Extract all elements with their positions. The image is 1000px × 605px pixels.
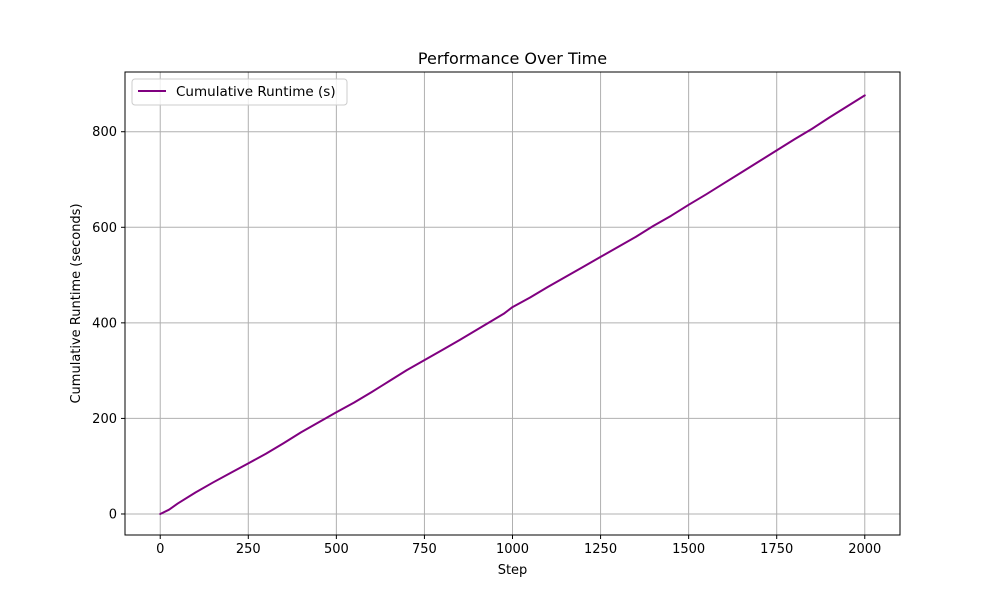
x-tick-label: 1000 bbox=[496, 542, 529, 557]
x-tick-label: 250 bbox=[236, 542, 261, 557]
y-tick-label: 0 bbox=[109, 507, 117, 522]
x-axis-label: Step bbox=[498, 563, 528, 578]
legend: Cumulative Runtime (s) bbox=[131, 78, 348, 106]
x-tick-label: 750 bbox=[412, 542, 437, 557]
legend-label: Cumulative Runtime (s) bbox=[176, 84, 336, 100]
x-tick-label: 1500 bbox=[672, 542, 705, 557]
y-tick-label: 800 bbox=[92, 125, 117, 140]
y-tick-label: 400 bbox=[92, 316, 117, 331]
x-tick-label: 500 bbox=[324, 542, 349, 557]
y-tick-label: 200 bbox=[92, 412, 117, 427]
x-tick-label: 0 bbox=[156, 542, 164, 557]
x-tick-label: 1750 bbox=[760, 542, 793, 557]
axis-ticks: 0 250 500 750 1000 1250 1500 1750 2000 0 200 400 600… bbox=[92, 125, 881, 557]
y-axis-label: Cumulative Runtime (seconds) bbox=[69, 203, 84, 403]
legend-box bbox=[131, 78, 348, 106]
y-tick-label: 600 bbox=[92, 221, 117, 236]
series-lines bbox=[159, 94, 866, 515]
chart-title: Performance Over Time bbox=[418, 49, 607, 68]
x-tick-label: 1250 bbox=[584, 542, 617, 557]
x-tick-label: 2000 bbox=[848, 542, 881, 557]
series-line bbox=[159, 94, 866, 515]
grid-lines bbox=[125, 72, 900, 535]
